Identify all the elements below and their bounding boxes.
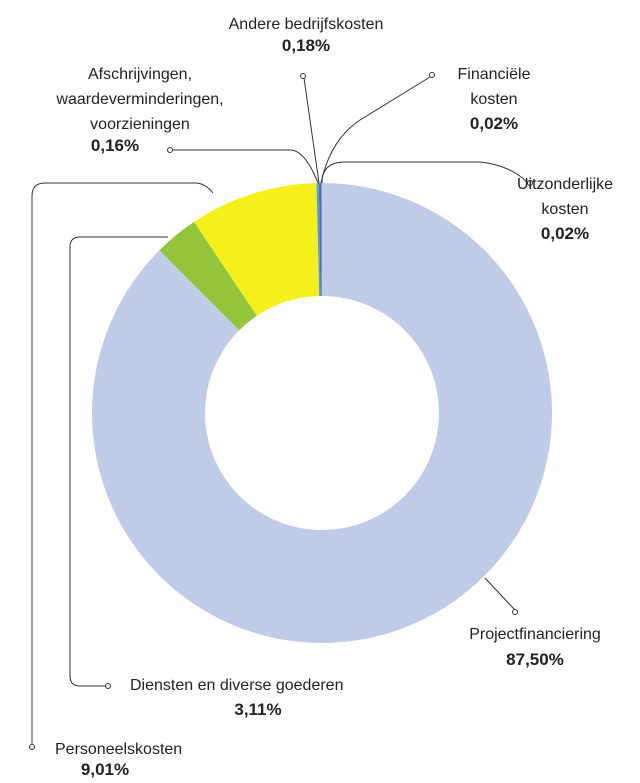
slice-label: Uitzonderlijke kosten	[516, 176, 614, 218]
leader-line	[321, 161, 529, 184]
leader-line	[31, 182, 214, 744]
value-label: 87,50%	[506, 650, 564, 669]
leader-line	[484, 577, 516, 611]
donut-slice	[194, 183, 320, 316]
value-label: 9,01%	[80, 760, 130, 779]
slice-label: Personeelskosten	[55, 741, 183, 758]
leader-line	[172, 149, 319, 184]
leader-line	[320, 76, 431, 184]
slice-label: Financiële kosten	[457, 66, 531, 108]
slice-label: Projectfinanciering	[469, 626, 601, 643]
slice-label: Afschrijvingen, waardeverminderingen, vo…	[56, 66, 224, 133]
value-label: 0,02%	[540, 224, 590, 243]
value-label: 0,16%	[90, 136, 140, 155]
slice-label: Diensten en diverse goederen	[130, 677, 344, 694]
donut-slice	[91, 183, 552, 643]
value-label: 0,18%	[281, 36, 331, 55]
donut-slice	[316, 183, 321, 297]
leader-dot	[429, 72, 435, 78]
value-label: 0,02%	[469, 114, 519, 133]
leader-line	[69, 236, 168, 687]
donut-slice	[318, 183, 322, 297]
donut-slice	[159, 221, 257, 331]
leader-dot	[29, 744, 35, 750]
leader-dot	[167, 147, 173, 153]
leader-line	[303, 77, 320, 184]
value-label: 3,11%	[234, 700, 282, 719]
leader-dot	[512, 609, 518, 615]
leader-dot	[300, 73, 306, 79]
leader-dot	[527, 180, 533, 186]
leader-dot	[105, 683, 111, 689]
slice-label: Andere bedrijfskosten	[228, 16, 384, 33]
